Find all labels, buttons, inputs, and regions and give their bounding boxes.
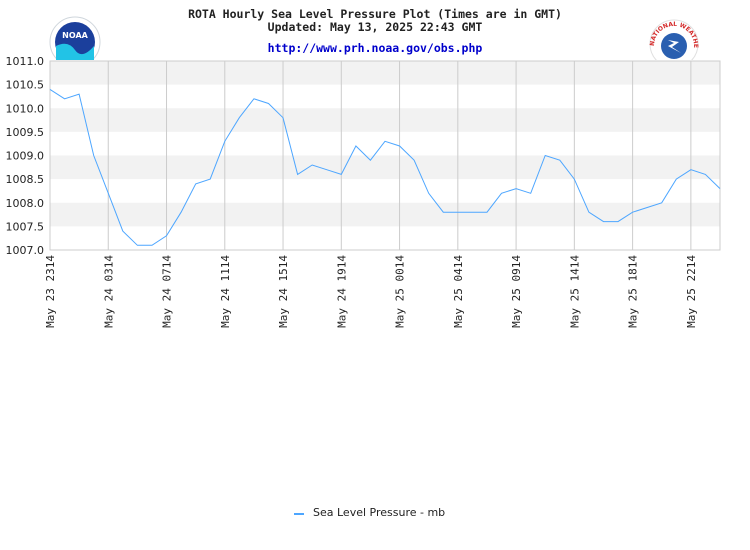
- x-tick-label: May 25 1414: [568, 255, 581, 328]
- x-tick-label: May 24 1114: [219, 255, 232, 328]
- noaa-logo-icon: NOAA: [48, 16, 102, 60]
- y-tick-label: 1009.5: [6, 126, 45, 139]
- y-tick-label: 1008.5: [6, 173, 45, 186]
- x-tick-label: May 24 1514: [277, 255, 290, 328]
- y-tick-label: 1010.5: [6, 79, 45, 92]
- grid-band: [50, 202, 720, 227]
- chart-legend: Sea Level Pressure - mb: [294, 506, 445, 519]
- x-tick-label: May 24 1914: [335, 255, 348, 328]
- x-tick-label: May 25 0014: [394, 255, 407, 328]
- nws-logo-icon: NATIONAL WEATHER SERVICE: [646, 16, 700, 60]
- chart-title: ROTA Hourly Sea Level Pressure Plot (Tim…: [188, 7, 562, 21]
- x-tick-label: May 25 0914: [510, 255, 523, 328]
- y-tick-label: 1009.0: [6, 150, 45, 163]
- x-tick-label: May 24 0314: [102, 255, 115, 328]
- series-line-sea-level-pressure: [49, 88, 721, 246]
- updated-timestamp: Updated: May 13, 2025 22:43 GMT: [267, 20, 483, 34]
- x-tick-label: May 23 2314: [44, 255, 57, 328]
- y-tick-label: 1011.0: [6, 55, 45, 68]
- grid-band: [50, 61, 720, 85]
- source-url-link[interactable]: http://www.prh.noaa.gov/obs.php: [267, 41, 483, 55]
- x-tick-label: May 25 0414: [452, 255, 465, 328]
- y-tick-label: 1010.0: [6, 102, 45, 115]
- x-tick-label: May 24 0714: [161, 255, 174, 328]
- noaa-logo-text: NOAA: [62, 31, 88, 40]
- grid-band: [50, 155, 720, 180]
- y-tick-label: 1007.0: [6, 244, 45, 257]
- x-tick-label: May 25 2214: [685, 255, 698, 328]
- legend-swatch: [294, 512, 304, 515]
- legend-label: Sea Level Pressure - mb: [313, 506, 446, 519]
- x-tick-label: May 25 1814: [627, 255, 640, 328]
- y-tick-label: 1007.5: [6, 220, 45, 233]
- grid-band: [50, 108, 720, 132]
- y-tick-label: 1008.0: [6, 197, 45, 210]
